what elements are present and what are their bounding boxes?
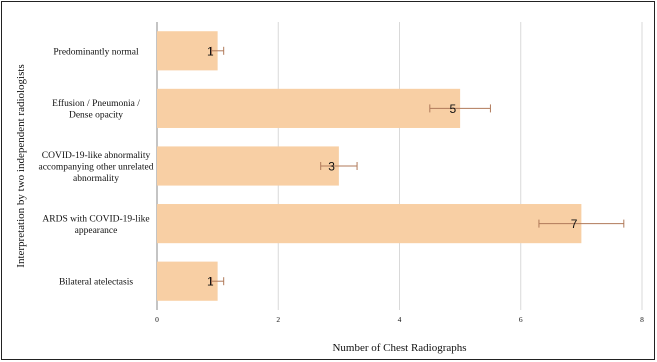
category-label-line: abnormality (73, 174, 119, 184)
bar (157, 88, 461, 128)
error-bar (211, 277, 225, 286)
error-bars (211, 46, 625, 286)
data-label: 7 (571, 217, 578, 231)
category-label-line: Bilateral atelectasis (59, 278, 133, 288)
x-tick-label: 8 (640, 315, 644, 324)
category-label: Bilateral atelectasis (59, 278, 133, 288)
data-label: 1 (207, 44, 214, 58)
data-label: 5 (449, 102, 456, 116)
category-labels: Predominantly normal Effusion / Pneumonia… (38, 47, 153, 287)
category-label: Predominantly normal (53, 47, 139, 57)
data-label: 3 (328, 160, 335, 174)
category-label-line: ARDS with COVID-19-like (42, 214, 149, 224)
category-label: ARDS with COVID-19-like appearance (42, 214, 149, 236)
error-bar (538, 219, 625, 228)
category-label-line: appearance (75, 226, 118, 236)
category-label: Effusion / Pneumonia / Dense opacity (52, 98, 140, 121)
data-labels: 1 5 3 7 1 (207, 44, 578, 288)
data-label: 1 (207, 275, 214, 289)
category-label-line: Dense opacity (69, 111, 123, 121)
x-tick-label: 4 (398, 315, 402, 324)
bars (157, 31, 582, 301)
category-label-line: Predominantly normal (53, 47, 139, 57)
category-label-line: Effusion / Pneumonia / (52, 98, 140, 109)
bar (157, 146, 339, 186)
category-label-line: accompanying other unrelated (38, 163, 153, 173)
error-bar (211, 46, 225, 55)
x-tick-label: 0 (155, 315, 159, 324)
error-bar (429, 104, 491, 113)
x-tick-label: 6 (519, 315, 523, 324)
error-bar (320, 162, 358, 170)
y-axis-title: Interpretation by two independent radiol… (15, 64, 27, 267)
x-tick-label: 2 (276, 315, 280, 324)
bar (157, 31, 218, 71)
bar (157, 261, 218, 301)
x-axis-title: Number of Chest Radiographs (332, 342, 466, 354)
x-tick-labels: 0 2 4 6 8 (155, 315, 644, 324)
category-label: COVID-19-like abnormality accompanying ot… (38, 151, 153, 184)
bar (157, 204, 582, 244)
category-label-line: COVID-19-like abnormality (42, 151, 151, 161)
